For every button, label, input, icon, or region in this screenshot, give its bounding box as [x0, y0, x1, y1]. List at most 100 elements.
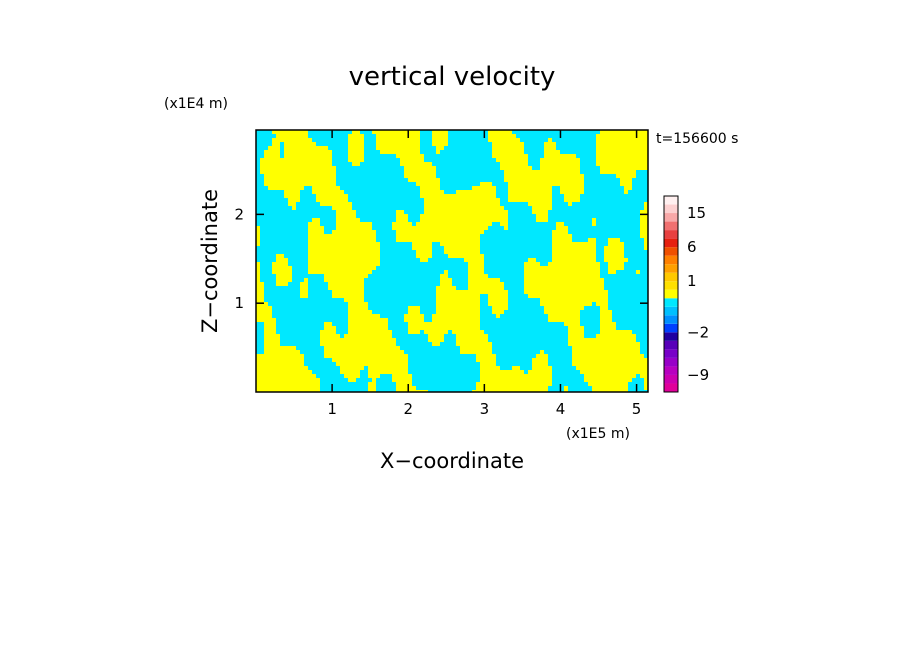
field-cell: [256, 206, 261, 211]
field-cell: [580, 250, 585, 255]
field-cell: [304, 322, 309, 327]
field-cell: [356, 286, 361, 291]
field-cell: [304, 174, 309, 179]
field-cell: [440, 270, 445, 275]
field-cell: [564, 214, 569, 219]
field-cell: [320, 174, 325, 179]
field-cell: [348, 242, 353, 247]
field-cell: [416, 274, 421, 279]
field-cell: [356, 322, 361, 327]
field-cell: [468, 298, 473, 303]
field-cell: [392, 130, 397, 135]
field-cell: [456, 246, 461, 251]
field-cell: [336, 242, 341, 247]
field-cell: [608, 226, 613, 231]
field-cell: [568, 266, 573, 271]
field-cell: [544, 238, 549, 243]
field-cell: [256, 234, 261, 239]
field-cell: [264, 302, 269, 307]
field-cell: [328, 138, 333, 143]
field-cell: [532, 138, 537, 143]
field-cell: [368, 202, 373, 207]
field-cell: [436, 194, 441, 199]
field-cell: [624, 210, 629, 215]
field-cell: [620, 194, 625, 199]
field-cell: [528, 170, 533, 175]
field-cell: [592, 250, 597, 255]
field-cell: [616, 194, 621, 199]
field-cell: [460, 182, 465, 187]
field-cell: [368, 134, 373, 139]
field-cell: [344, 274, 349, 279]
field-cell: [604, 146, 609, 151]
field-cell: [416, 282, 421, 287]
field-cell: [368, 194, 373, 199]
field-cell: [292, 206, 297, 211]
field-cell: [372, 138, 377, 143]
field-cell: [528, 178, 533, 183]
field-cell: [352, 254, 357, 259]
field-cell: [384, 246, 389, 251]
field-cell: [276, 290, 281, 295]
field-cell: [588, 278, 593, 283]
field-cell: [292, 322, 297, 327]
field-cell: [376, 282, 381, 287]
field-cell: [564, 238, 569, 243]
field-cell: [480, 270, 485, 275]
field-cell: [264, 218, 269, 223]
field-cell: [324, 210, 329, 215]
field-cell: [640, 258, 645, 263]
field-cell: [440, 226, 445, 231]
field-cell: [544, 290, 549, 295]
field-cell: [564, 222, 569, 227]
field-cell: [328, 266, 333, 271]
field-cell: [376, 246, 381, 251]
field-cell: [608, 142, 613, 147]
field-cell: [472, 218, 477, 223]
field-cell: [280, 306, 285, 311]
field-cell: [472, 258, 477, 263]
field-cell: [548, 190, 553, 195]
field-cell: [512, 162, 517, 167]
field-cell: [540, 322, 545, 327]
field-cell: [416, 198, 421, 203]
field-cell: [532, 262, 537, 267]
field-cell: [580, 138, 585, 143]
field-cell: [292, 190, 297, 195]
field-cell: [480, 214, 485, 219]
field-cell: [472, 142, 477, 147]
field-cell: [500, 134, 505, 139]
field-cell: [496, 198, 501, 203]
field-cell: [556, 194, 561, 199]
field-cell: [492, 226, 497, 231]
field-cell: [496, 270, 501, 275]
field-cell: [528, 238, 533, 243]
field-cell: [580, 170, 585, 175]
field-cell: [568, 210, 573, 215]
field-cell: [588, 166, 593, 171]
field-cell: [424, 294, 429, 299]
field-cell: [592, 138, 597, 143]
field-cell: [496, 138, 501, 143]
field-cell: [476, 326, 481, 331]
field-cell: [532, 302, 537, 307]
field-cell: [544, 150, 549, 155]
field-cell: [588, 318, 593, 323]
field-cell: [308, 238, 313, 243]
field-cell: [520, 138, 525, 143]
field-cell: [332, 234, 337, 239]
field-cell: [400, 146, 405, 151]
field-cell: [444, 302, 449, 307]
field-cell: [556, 330, 561, 335]
field-cell: [528, 314, 533, 319]
field-cell: [524, 138, 529, 143]
field-cell: [512, 306, 517, 311]
field-cell: [564, 150, 569, 155]
field-cell: [288, 206, 293, 211]
field-cell: [476, 226, 481, 231]
field-cell: [600, 306, 605, 311]
field-cell: [396, 314, 401, 319]
field-cell: [364, 190, 369, 195]
field-cell: [428, 210, 433, 215]
field-cell: [356, 266, 361, 271]
